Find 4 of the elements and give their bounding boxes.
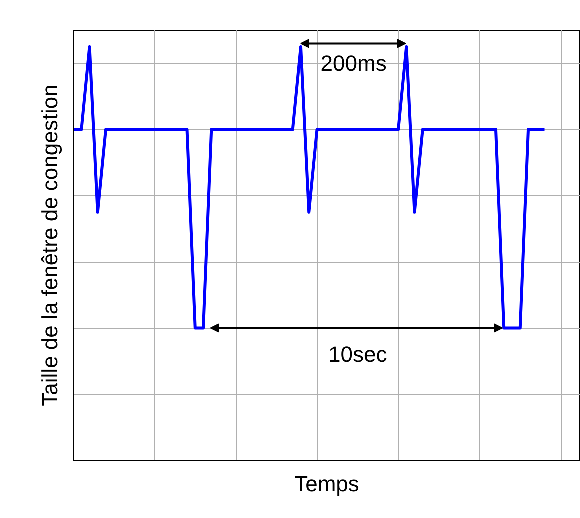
x-axis-title: Temps (294, 472, 360, 496)
y-axis-title: Taille de la fenêtre de congestion (38, 84, 62, 406)
annotation: 10sec (328, 342, 388, 368)
annotation: 200ms (320, 51, 387, 76)
